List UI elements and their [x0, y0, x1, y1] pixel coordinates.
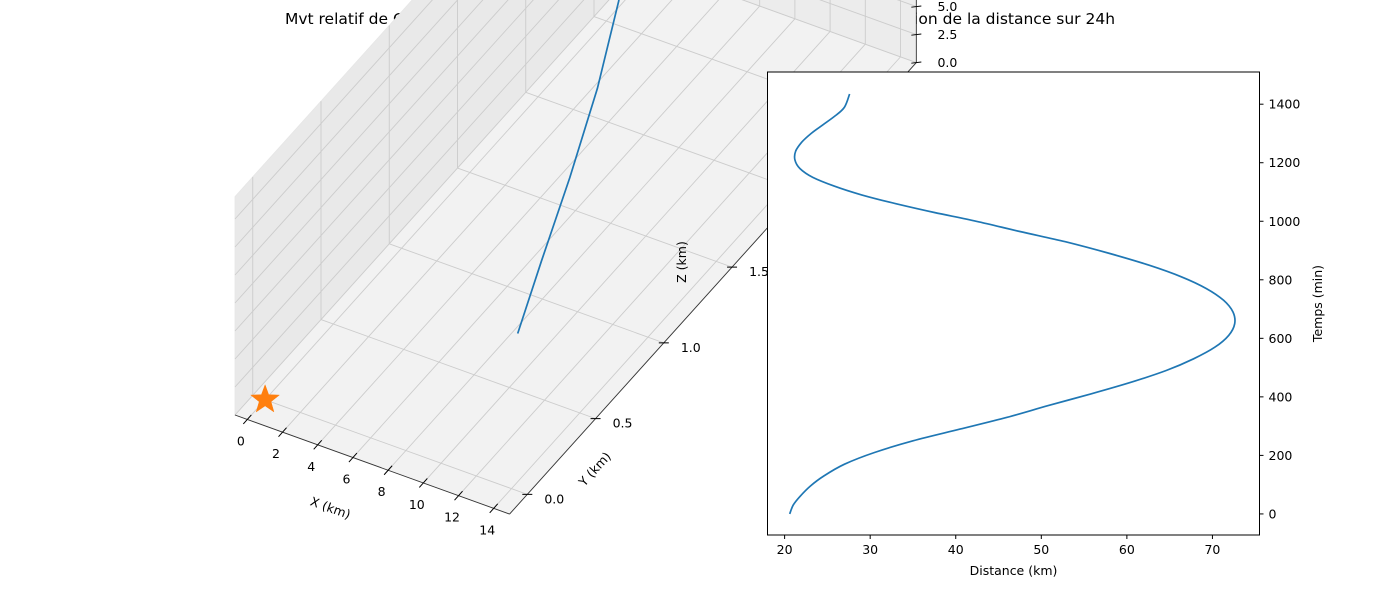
x-tick-label: 6 [342, 472, 350, 487]
trajectory-line [516, 0, 620, 334]
grid-floor-y [252, 394, 528, 495]
z-tick [911, 5, 922, 8]
x-axis-label: X (km) [308, 494, 352, 522]
grid-floor-x [422, 31, 831, 484]
y-tick-label: 600 [1269, 331, 1293, 346]
y-tick-label: 200 [1269, 448, 1293, 463]
x-tick-label: 12 [444, 510, 460, 525]
grid-left-z [234, 0, 459, 248]
y-tick-label: 0 [1269, 506, 1277, 521]
y-tick-label: 1.5 [749, 264, 769, 279]
grid-back-z [819, 0, 917, 36]
x-tick-label: 50 [1033, 542, 1049, 557]
y-tick-label: 1000 [1269, 214, 1301, 229]
grid-floor-x [317, 0, 720, 446]
grid-left-z [234, 0, 534, 332]
y-tick-label: 0.0 [544, 491, 564, 506]
x-tick-label: 60 [1119, 542, 1135, 557]
y-tick-label: 800 [1269, 272, 1293, 287]
x-tick [454, 490, 463, 501]
plot-frame [767, 71, 1260, 536]
grid-left-z [234, 0, 484, 276]
x-tick [313, 440, 323, 450]
grid-floor-y [457, 167, 733, 268]
grid-left-z [234, 0, 509, 304]
grid-back-z [741, 0, 917, 64]
x-tick-label: 2 [272, 446, 280, 461]
grid-floor-x [387, 18, 796, 471]
chart-3d-relative-motion: 024681012140.00.51.01.52.02.50.02.55.07.… [234, 0, 957, 537]
grid-floor-x [352, 5, 761, 458]
distance-curve [788, 93, 1236, 515]
y-tick-label: 1400 [1269, 97, 1301, 112]
grid-floor-y [320, 319, 596, 420]
x-tick-label: 0 [237, 433, 245, 448]
chart-distance-vs-time: 20 30 40 50 60 70 0 200 400 600 800 1000 1200 1400 Dis… [767, 71, 1325, 578]
grid-floor-y [389, 243, 664, 344]
z-tick [911, 33, 922, 36]
x-tick-label: 4 [307, 459, 315, 474]
y-axis-label: Temps (min) [1310, 265, 1325, 343]
z-tick-label: 5.0 [937, 0, 957, 14]
y-tick-label: 0.5 [613, 416, 633, 431]
x-tick-label: 20 [777, 542, 793, 557]
grid-floor-x [246, 0, 626, 420]
grid-floor-y [525, 91, 801, 192]
x-tick [242, 414, 252, 425]
y-tick-label: 1.0 [681, 340, 701, 355]
z-axis-label: Z (km) [674, 241, 689, 283]
x-tick [489, 503, 499, 514]
x-tick-label: 10 [409, 497, 425, 512]
x-tick-label: 8 [378, 484, 386, 499]
x-tick-label: 14 [479, 522, 495, 537]
z-tick [911, 61, 922, 64]
y-tick-label: 400 [1269, 389, 1293, 404]
z-tick-label: 2.5 [937, 27, 957, 42]
grid-left-z [234, 0, 433, 220]
x-tick [278, 427, 287, 437]
x-tick-label: 40 [948, 542, 964, 557]
grid-left-z [234, 0, 610, 416]
y-axis-label: Y (km) [575, 449, 614, 490]
x-tick [348, 452, 358, 463]
x-tick-label: 30 [862, 542, 878, 557]
origin-star-marker [250, 384, 280, 413]
x-tick [383, 465, 393, 476]
x-tick [418, 478, 428, 488]
z-tick-label: 0.0 [937, 55, 957, 70]
x-axis-label: Distance (km) [970, 563, 1058, 578]
x-tick-label: 70 [1204, 542, 1220, 557]
grid-left-z [234, 0, 560, 360]
grid-left-z [234, 0, 585, 388]
y-tick-label: 1200 [1269, 155, 1301, 170]
x-axis-line [234, 414, 510, 515]
grid-floor-x [282, 0, 673, 433]
